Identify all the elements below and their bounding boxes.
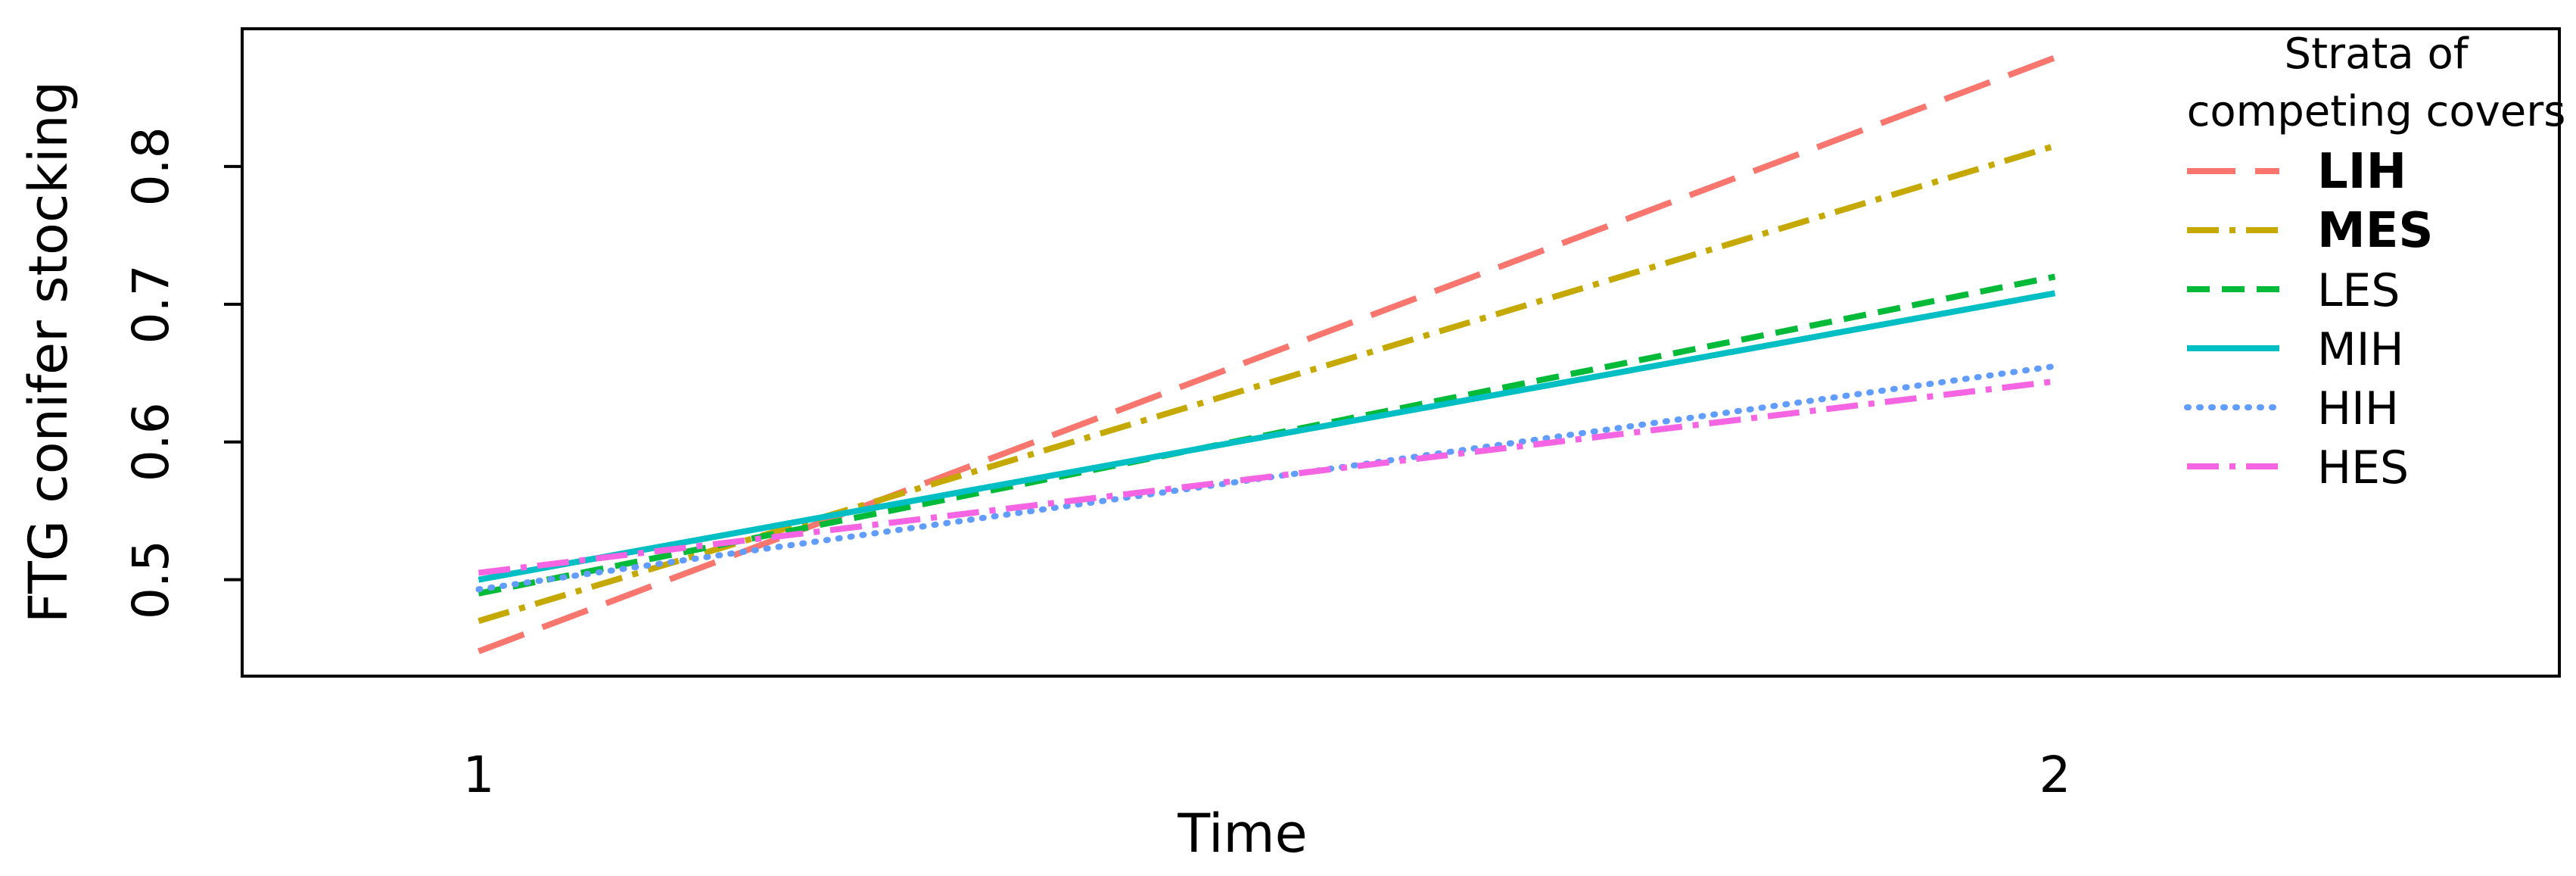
x-tick-label: 1	[462, 746, 494, 804]
series-line-mes	[478, 142, 2056, 625]
y-tick-label: 0.7	[122, 264, 180, 344]
legend-label-hes: HES	[2317, 441, 2409, 494]
x-tick-label: 2	[2039, 746, 2070, 804]
legend-title-line-1: Strata of	[2285, 30, 2469, 79]
y-tick-label: 0.5	[122, 540, 180, 619]
series-line-hes	[478, 378, 2055, 576]
y-axis-title: FTG conifer stocking	[17, 81, 79, 623]
legend-label-les: LES	[2317, 264, 2400, 317]
series-line-lih	[478, 55, 2056, 654]
plot-frame	[241, 27, 2561, 678]
series-line-hih	[475, 363, 2058, 593]
legend-title-line-2: competing covers	[2187, 87, 2566, 136]
series-line-mih	[478, 290, 2056, 583]
legend-label-mih: MIH	[2317, 323, 2404, 376]
legend-label-hih: HIH	[2317, 382, 2399, 435]
y-tick-label: 0.8	[122, 126, 180, 206]
y-tick-label: 0.6	[122, 402, 180, 482]
legend-label-mes: MES	[2317, 203, 2434, 259]
legend-label-lih: LIH	[2317, 144, 2406, 200]
y-axis: 0.5 0.6 0.7 0.8	[122, 126, 242, 619]
x-axis-title: Time	[1177, 803, 1307, 865]
series-layer	[475, 55, 2058, 654]
